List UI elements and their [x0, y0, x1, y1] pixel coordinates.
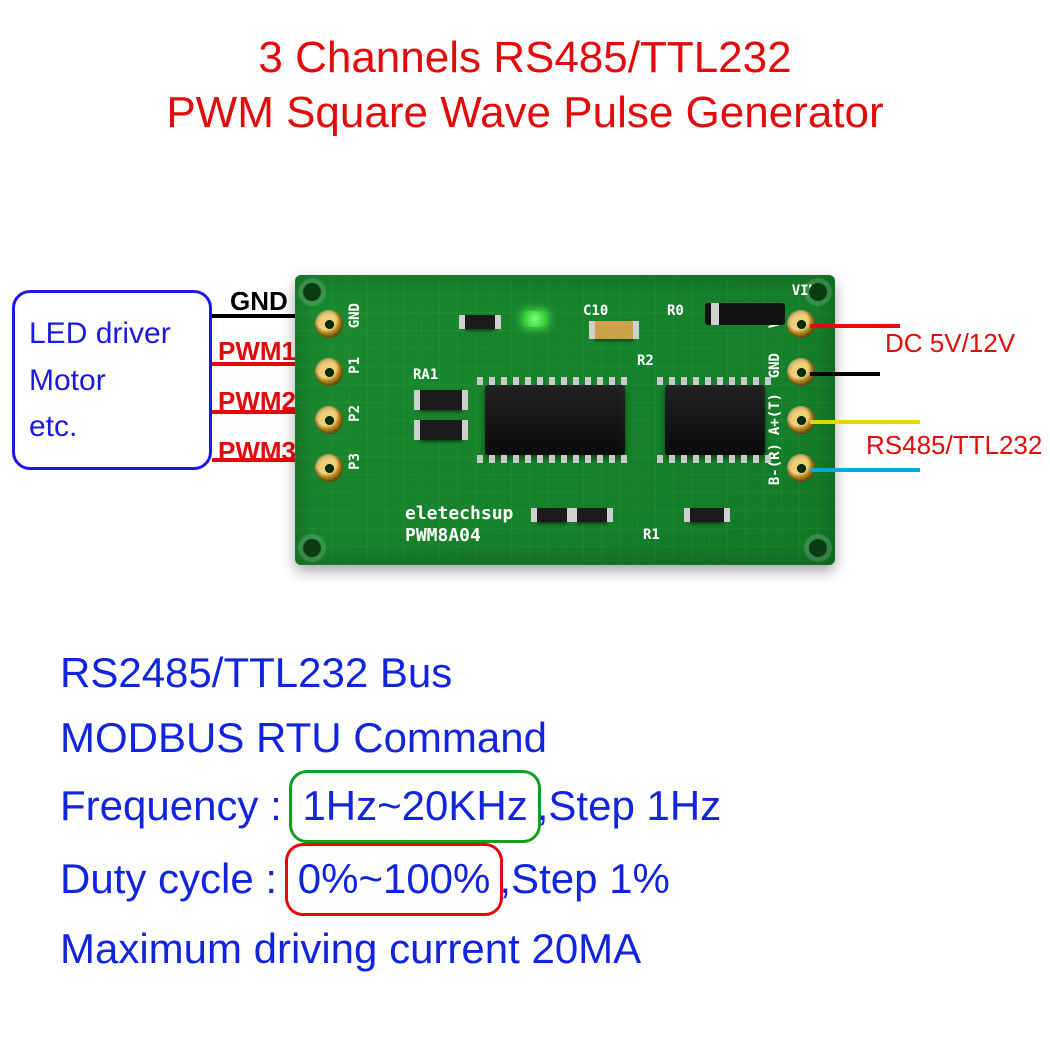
diagram-row: LED driver Motor etc. GND PWM1 PWM2 PWM3… [0, 300, 1050, 570]
load-line-1: LED driver [29, 311, 195, 358]
spec-duty-step: ,Step 1% [499, 855, 669, 902]
pad-left-gnd [315, 310, 343, 338]
hole-tr [809, 283, 827, 301]
spec-bus: RS2485/TTL232 Bus [60, 640, 721, 705]
label-gnd: GND [230, 286, 288, 317]
title-line-1: 3 Channels RS485/TTL232 [0, 30, 1050, 85]
spec-duty-range: 0%~100% [285, 843, 504, 916]
hole-tl [303, 283, 321, 301]
silk-left-p2: P2 [347, 405, 363, 422]
smd-bot1 [537, 508, 567, 522]
smd-bot3 [690, 508, 724, 522]
smd-c10 [595, 321, 633, 339]
silk-right-b: B-(R) [767, 443, 783, 485]
silk-right-gnd: GND [767, 353, 783, 378]
silk-brand: eletechsup [405, 503, 513, 524]
silk-left-p1: P1 [347, 357, 363, 374]
spec-duty-label: Duty cycle : [60, 855, 289, 902]
label-pwm3: PWM3 [218, 436, 296, 467]
spec-freq-label: Frequency : [60, 782, 293, 829]
ic-main [485, 385, 625, 455]
silk-r0: R0 [667, 303, 684, 319]
wire-a [810, 420, 920, 424]
silk-r2: R2 [637, 353, 654, 369]
pad-left-p1 [315, 358, 343, 386]
spec-freq: Frequency : 1Hz~20KHz,Step 1Hz [60, 770, 721, 843]
silk-right-a: A+(T) [767, 393, 783, 435]
silk-model: PWM8A04 [405, 525, 481, 546]
wire-gnd-r [810, 372, 880, 376]
spec-duty: Duty cycle : 0%~100%,Step 1% [60, 843, 721, 916]
silk-c10: C10 [583, 303, 608, 319]
load-line-2: Motor [29, 358, 195, 405]
title-line-2: PWM Square Wave Pulse Generator [0, 85, 1050, 140]
spec-freq-range: 1Hz~20KHz [289, 770, 540, 843]
smd-top1 [465, 315, 495, 329]
silk-ra1: RA1 [413, 367, 438, 383]
load-line-3: etc. [29, 404, 195, 451]
wire-b [810, 468, 920, 472]
spec-freq-step: ,Step 1Hz [537, 782, 721, 829]
hole-br [809, 539, 827, 557]
pcb-board: GND P1 P2 P3 VIN GND A+(T) B-(R) VIN RA1… [295, 275, 835, 565]
silk-r1: R1 [643, 527, 660, 543]
label-bus: RS485/TTL232 [866, 430, 1042, 461]
spec-block: RS2485/TTL232 Bus MODBUS RTU Command Fre… [60, 640, 721, 981]
spec-modbus: MODBUS RTU Command [60, 705, 721, 770]
led-indicator [523, 311, 547, 327]
pad-left-p3 [315, 454, 343, 482]
load-box: LED driver Motor etc. [12, 290, 212, 470]
spec-current: Maximum driving current 20MA [60, 916, 721, 981]
ic-driver [665, 385, 765, 455]
page-title: 3 Channels RS485/TTL232 PWM Square Wave … [0, 0, 1050, 140]
smd-ra1a [420, 390, 462, 410]
diode-vin [705, 303, 785, 325]
silk-left-gnd: GND [347, 303, 363, 328]
label-power: DC 5V/12V [885, 328, 1015, 359]
pad-left-p2 [315, 406, 343, 434]
smd-bot2 [577, 508, 607, 522]
smd-ra1b [420, 420, 462, 440]
silk-left-p3: P3 [347, 453, 363, 470]
hole-bl [303, 539, 321, 557]
